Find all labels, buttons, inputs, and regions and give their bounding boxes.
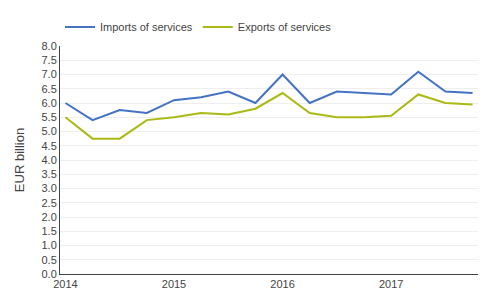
- svg-text:7.0: 7.0: [42, 68, 57, 80]
- svg-text:8.0: 8.0: [42, 40, 57, 52]
- svg-text:1.0: 1.0: [42, 239, 57, 251]
- svg-text:2.5: 2.5: [42, 197, 57, 209]
- svg-text:0.5: 0.5: [42, 254, 57, 266]
- svg-text:EUR billion: EUR billion: [12, 128, 27, 192]
- svg-text:2015: 2015: [162, 278, 186, 290]
- svg-text:3.0: 3.0: [42, 182, 57, 194]
- svg-text:5.5: 5.5: [42, 111, 57, 123]
- svg-text:0.0: 0.0: [42, 268, 57, 280]
- svg-text:5.0: 5.0: [42, 125, 57, 137]
- svg-text:3.5: 3.5: [42, 168, 57, 180]
- svg-text:6.0: 6.0: [42, 97, 57, 109]
- svg-text:7.5: 7.5: [42, 54, 57, 66]
- svg-text:4.5: 4.5: [42, 140, 57, 152]
- svg-text:Exports of services: Exports of services: [238, 21, 331, 33]
- svg-text:Imports of services: Imports of services: [100, 21, 193, 33]
- svg-text:2014: 2014: [53, 278, 77, 290]
- svg-text:2.0: 2.0: [42, 211, 57, 223]
- svg-text:4.0: 4.0: [42, 154, 57, 166]
- svg-text:2017: 2017: [379, 278, 403, 290]
- svg-text:1.5: 1.5: [42, 225, 57, 237]
- svg-text:6.5: 6.5: [42, 83, 57, 95]
- svg-text:2016: 2016: [270, 278, 294, 290]
